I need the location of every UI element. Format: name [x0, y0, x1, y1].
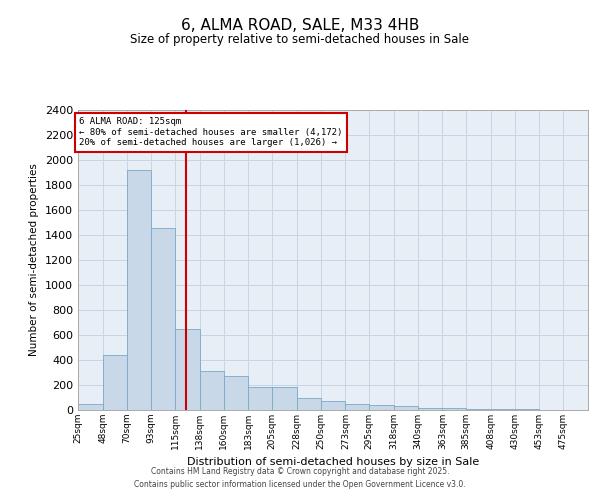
Bar	[466, 409, 491, 410]
Bar	[320, 400, 346, 410]
Bar	[151, 228, 175, 410]
Bar	[103, 355, 127, 410]
Text: Contains public sector information licensed under the Open Government Licence v3: Contains public sector information licen…	[134, 480, 466, 489]
Text: Size of property relative to semi-detached houses in Sale: Size of property relative to semi-detach…	[131, 32, 470, 46]
Bar	[200, 371, 224, 410]
Bar	[248, 387, 272, 410]
Text: Contains HM Land Registry data © Crown copyright and database right 2025.: Contains HM Land Registry data © Crown c…	[151, 467, 449, 476]
Bar	[491, 409, 515, 410]
Bar	[224, 376, 248, 410]
Bar	[297, 398, 320, 410]
Bar	[175, 329, 200, 410]
Bar	[418, 408, 442, 410]
Bar	[346, 404, 369, 410]
Text: 6, ALMA ROAD, SALE, M33 4HB: 6, ALMA ROAD, SALE, M33 4HB	[181, 18, 419, 32]
Bar	[127, 170, 151, 410]
Bar	[394, 406, 418, 410]
Bar	[442, 408, 466, 410]
Bar	[272, 387, 297, 410]
Y-axis label: Number of semi-detached properties: Number of semi-detached properties	[29, 164, 40, 356]
X-axis label: Distribution of semi-detached houses by size in Sale: Distribution of semi-detached houses by …	[187, 458, 479, 468]
Text: 6 ALMA ROAD: 125sqm
← 80% of semi-detached houses are smaller (4,172)
20% of sem: 6 ALMA ROAD: 125sqm ← 80% of semi-detach…	[79, 118, 343, 148]
Bar	[78, 404, 103, 410]
Bar	[369, 405, 394, 410]
